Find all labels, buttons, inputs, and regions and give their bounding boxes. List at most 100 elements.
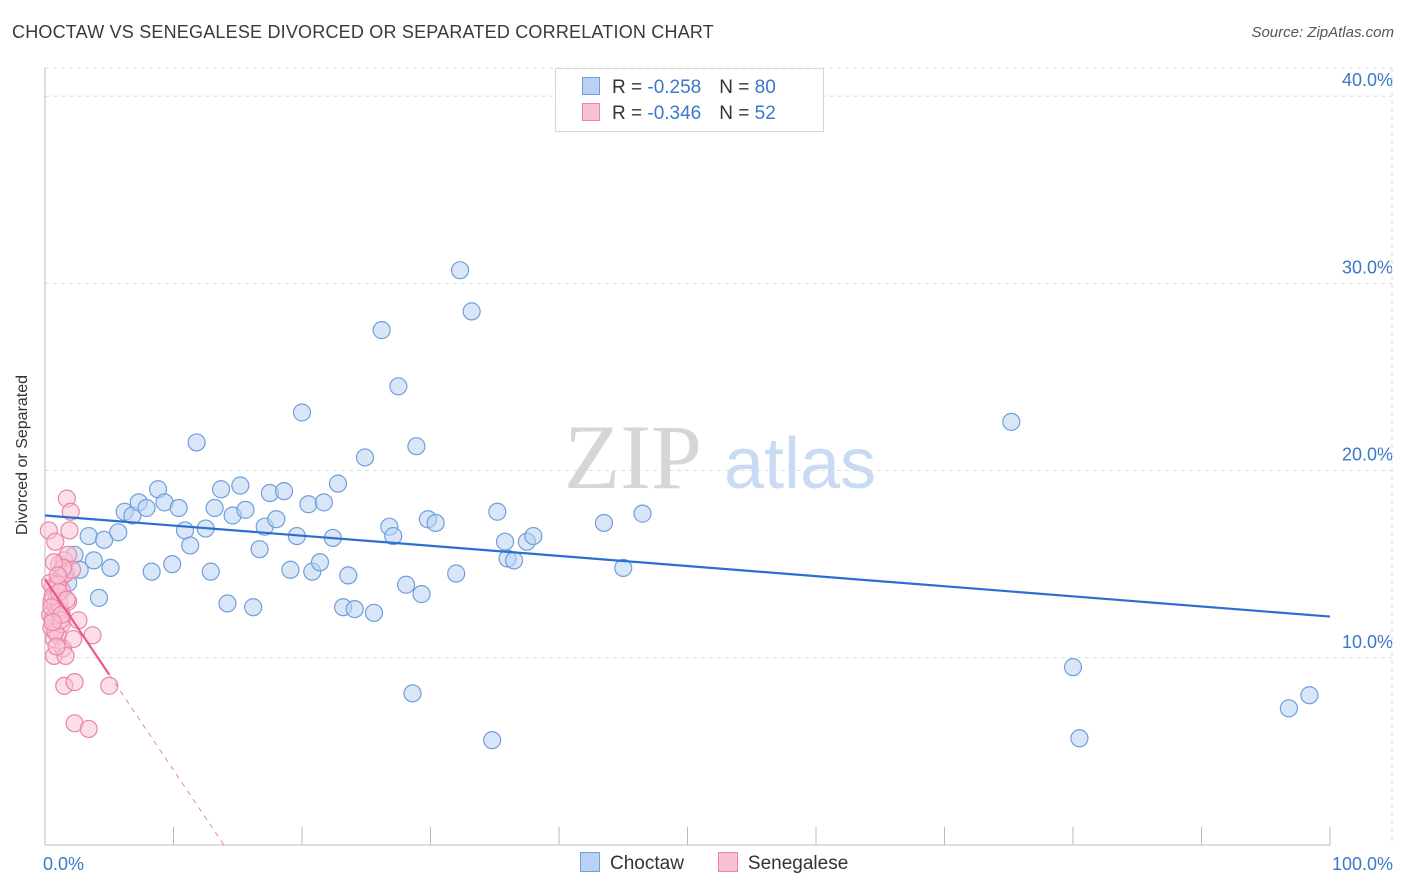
data-point — [372, 321, 391, 340]
data-point — [267, 510, 286, 529]
legend-r-label: R = — [612, 103, 648, 124]
y-tick-label: 10.0% — [1342, 632, 1393, 652]
data-point — [250, 540, 269, 559]
data-point — [364, 603, 384, 622]
legend-swatch-senegalese — [582, 103, 600, 121]
data-point — [345, 599, 364, 619]
legend-row-senegalese: R = -0.346 N = 52 — [582, 103, 776, 125]
data-point — [79, 526, 98, 546]
legend-r-label: R = — [612, 77, 648, 98]
legend-n-value: 52 — [754, 103, 776, 124]
data-point — [426, 513, 445, 533]
data-point — [236, 500, 255, 519]
data-point — [79, 719, 98, 739]
y-tick-label: 20.0% — [1342, 445, 1393, 465]
data-point — [407, 437, 426, 456]
data-point — [274, 482, 294, 501]
data-point — [412, 585, 431, 604]
trend-line-choctaw — [44, 514, 1331, 618]
data-point — [355, 448, 375, 467]
data-point — [65, 673, 84, 692]
data-point — [396, 575, 416, 594]
legend-row-choctaw: R = -0.258 N = 80 — [582, 77, 776, 99]
data-point — [447, 564, 466, 583]
x-tick-label-end: 100.0% — [1332, 854, 1393, 874]
data-point — [61, 502, 80, 521]
trend-extension-senegalese — [108, 674, 225, 846]
legend-r-value: -0.258 — [647, 77, 702, 98]
series-senegalese — [39, 489, 119, 739]
data-point — [1070, 729, 1089, 748]
series-choctaw — [51, 261, 1319, 750]
y-axis-label-wrap: Divorced or Separated — [14, 295, 32, 535]
axes: 0.0% 100.0% — [43, 68, 1393, 874]
trend-line-senegalese — [44, 578, 111, 676]
data-point — [187, 433, 206, 452]
data-point — [339, 566, 358, 585]
data-point — [328, 474, 348, 493]
data-point — [633, 504, 652, 523]
y-axis-label: Divorced or Separated — [14, 374, 31, 536]
data-point — [218, 594, 237, 613]
data-point — [57, 590, 76, 609]
data-point — [60, 521, 79, 540]
data-point — [462, 302, 481, 321]
data-point — [137, 498, 156, 518]
data-point — [84, 551, 103, 570]
watermark: ZIP atlas — [564, 406, 876, 508]
legend-swatch-choctaw — [582, 77, 600, 95]
data-point — [64, 629, 83, 649]
data-point — [101, 558, 120, 578]
data-point — [524, 526, 543, 546]
data-point — [488, 502, 507, 521]
bottom-legend-swatch-senegalese — [717, 852, 738, 872]
y-tick-label: 40.0% — [1342, 70, 1393, 90]
legend-n-label: N = — [719, 77, 755, 98]
data-point — [292, 403, 312, 422]
data-point — [142, 562, 161, 581]
data-point — [89, 588, 109, 607]
gridlines: 10.0% 20.0% 30.0% 40.0% — [45, 67, 1393, 845]
legend-n-value: 80 — [754, 77, 776, 98]
data-point — [211, 480, 231, 499]
data-point — [310, 553, 330, 572]
watermark-zip: ZIP — [564, 406, 702, 508]
data-point — [389, 377, 408, 396]
data-point — [483, 731, 502, 750]
data-point — [100, 676, 119, 695]
data-point — [450, 261, 470, 280]
data-point — [594, 513, 614, 533]
bottom-legend: Choctaw Senegalese — [580, 852, 848, 876]
data-point — [614, 558, 633, 578]
bottom-legend-swatch-choctaw — [580, 852, 600, 872]
data-point — [1002, 412, 1021, 431]
legend-n-label: N = — [719, 103, 755, 124]
x-tick-label-start: 0.0% — [43, 854, 84, 874]
source-credit: Source: ZipAtlas.com — [1251, 24, 1394, 41]
data-point — [1063, 658, 1083, 677]
data-point — [314, 493, 333, 512]
data-point — [95, 530, 114, 549]
data-point — [1279, 699, 1298, 718]
data-point — [201, 562, 220, 581]
data-point — [181, 536, 200, 555]
data-point — [281, 560, 300, 579]
bottom-legend-label-senegalese: Senegalese — [747, 853, 849, 874]
bottom-legend-label-choctaw: Choctaw — [610, 853, 684, 874]
data-point — [231, 476, 250, 495]
data-point — [47, 637, 66, 656]
data-point — [163, 555, 182, 574]
data-point — [495, 532, 515, 551]
data-point — [1300, 686, 1319, 705]
data-point — [46, 532, 65, 551]
trend-lines — [44, 514, 1331, 846]
chart-title: CHOCTAW VS SENEGALESE DIVORCED OR SEPARA… — [12, 22, 714, 42]
legend-r-value: -0.346 — [647, 103, 702, 124]
data-point — [299, 495, 318, 514]
legend: R = -0.258 N = 80 R = -0.346 N = 52 — [555, 68, 824, 132]
data-point — [504, 551, 524, 570]
watermark-atlas: atlas — [724, 424, 876, 504]
data-point — [384, 526, 403, 546]
data-point — [244, 598, 263, 617]
